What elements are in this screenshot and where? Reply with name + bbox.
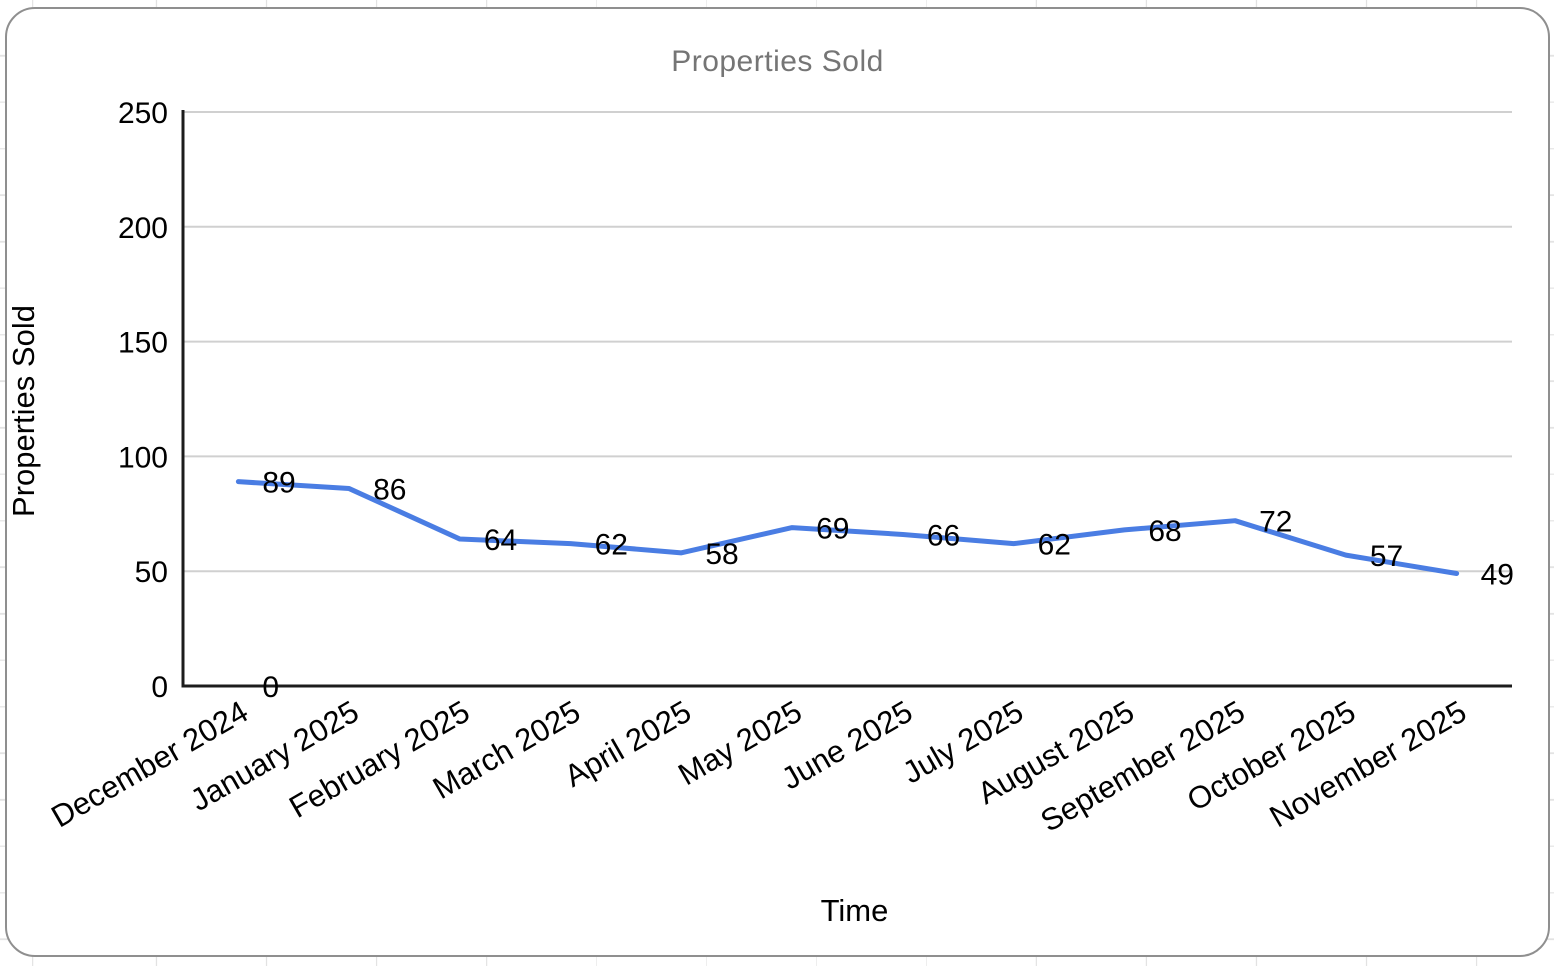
y-tick-label: 150 [118, 327, 168, 360]
series-line [235, 479, 1460, 576]
x-tick-label: April 2025 [558, 694, 696, 794]
chart-title: Properties Sold [671, 45, 884, 78]
data-label: 86 [373, 474, 406, 507]
annotation-label: 0 [262, 671, 279, 704]
data-label: 62 [595, 529, 628, 562]
data-label: 72 [1259, 506, 1292, 539]
x-tick-label: November 2025 [1264, 694, 1473, 835]
y-tick-label: 50 [135, 556, 168, 589]
y-tick-label: 200 [118, 212, 168, 245]
y-tick-label: 100 [118, 441, 168, 474]
x-tick-label: December 2024 [45, 694, 254, 835]
data-label: 58 [705, 538, 738, 571]
data-label: 66 [927, 519, 960, 552]
data-label: 89 [262, 467, 295, 500]
data-label: 64 [484, 524, 517, 557]
y-tick-label: 0 [151, 671, 168, 704]
data-label: 57 [1370, 540, 1403, 573]
y-tick-label: 250 [118, 97, 168, 130]
x-axis-title: Time [820, 893, 889, 928]
data-label: 62 [1038, 529, 1071, 562]
data-label: 49 [1481, 558, 1514, 591]
data-label: 68 [1148, 515, 1181, 548]
data-label: 69 [816, 513, 849, 546]
